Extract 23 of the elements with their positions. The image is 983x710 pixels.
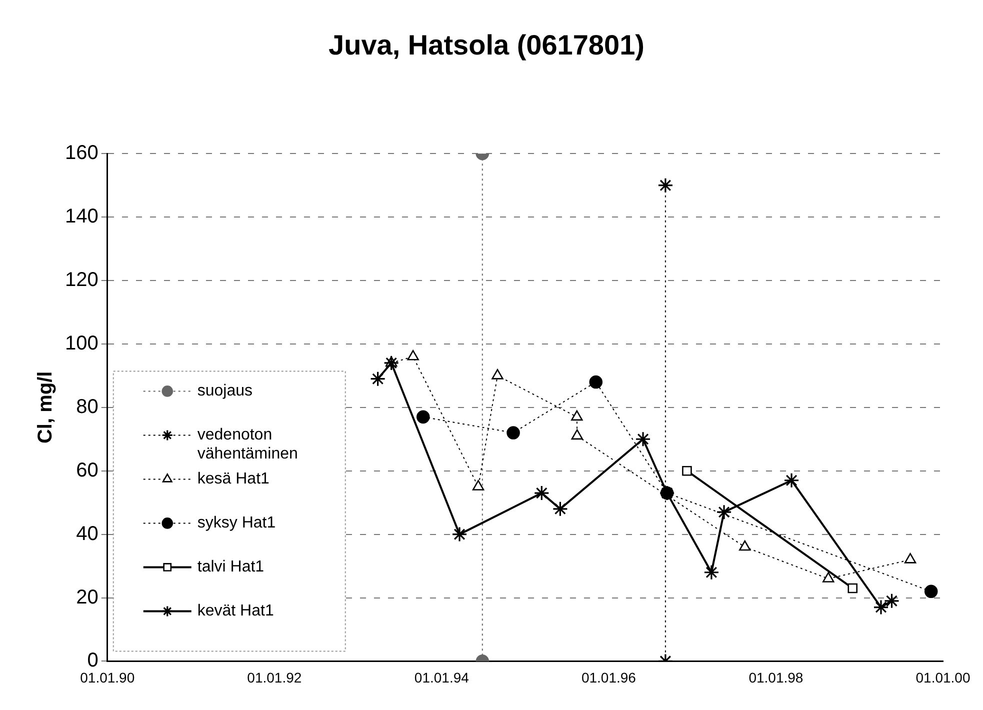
- x-tick-label: 01.01.94: [414, 669, 470, 686]
- y-tick-label: 140: [64, 206, 98, 228]
- y-axis-title: Cl, mg/l: [34, 371, 57, 444]
- y-tick-label: 20: [76, 586, 98, 608]
- y-tick-label: 60: [76, 459, 98, 482]
- y-tick-label: 100: [64, 332, 98, 354]
- legend-label: talvi Hat1: [197, 558, 264, 576]
- y-tick-label: 40: [76, 522, 98, 545]
- x-tick-label: 01.01.98: [748, 669, 804, 686]
- x-tick-label: 01.01.92: [247, 669, 302, 686]
- legend-label: syksy Hat1: [197, 514, 276, 532]
- y-tick-label: 80: [76, 396, 98, 418]
- chart-title: Juva, Hatsola (0617801): [328, 30, 644, 61]
- x-tick-label: 01.01.90: [80, 669, 135, 686]
- y-tick-label: 0: [87, 650, 98, 672]
- legend-label: kesä Hat1: [197, 470, 270, 488]
- y-tick-label: 160: [64, 142, 98, 164]
- x-tick-label: 01.01.00: [916, 669, 970, 686]
- legend-label: kevät Hat1: [197, 602, 274, 620]
- y-tick-label: 120: [64, 269, 98, 292]
- x-tick-label: 01.01.96: [581, 669, 636, 686]
- legend-label: suojaus: [197, 382, 253, 400]
- legend-label: vedenoton vähentäminen: [197, 426, 298, 463]
